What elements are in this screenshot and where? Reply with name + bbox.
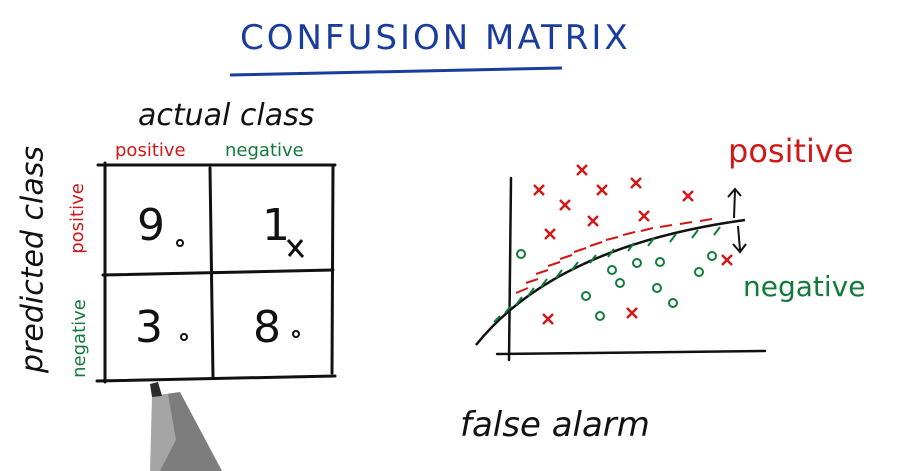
matrix-grid [95,161,337,384]
false-alarm-label: false alarm [460,405,650,445]
positive-point [544,228,556,240]
positive-point [630,177,642,189]
pen-illustration [150,382,222,471]
page-title: CONFUSION MATRIX [240,18,631,58]
cell-true-negative: 8 [253,302,281,353]
cross-mark [286,239,305,258]
positive-point [576,164,588,176]
plot-negative-label: negative [743,270,866,303]
positive-point [587,215,599,227]
cell-false-negative: 3 [135,302,163,353]
negative-point [668,298,678,308]
positive-point [596,184,608,196]
negative-point [694,267,704,277]
negative-point [655,257,665,267]
shift-arrows [727,187,747,254]
actual-class-label: actual class [138,98,315,133]
column-negative-label: negative [225,140,304,161]
negative-samples [516,249,717,321]
plot-axes [495,176,767,362]
negative-point [595,311,605,321]
cell-false-positive: 1 [262,200,290,251]
negative-point [652,283,662,293]
positive-point [721,254,733,266]
negative-point [581,291,591,301]
negative-point [516,249,526,259]
positive-samples [533,164,733,325]
positive-point [682,190,694,202]
positive-point [638,210,650,222]
positive-point [559,199,571,211]
column-positive-label: positive [115,140,186,161]
negative-hatches [493,226,721,323]
plot-positive-label: positive [728,132,854,170]
negative-point [707,251,717,261]
cell-dots [176,239,300,341]
positive-hatches [515,218,713,294]
positive-point [533,184,545,196]
negative-point [615,278,625,288]
negative-point [607,265,617,275]
cell-true-positive: 9 [137,200,165,251]
positive-point [542,313,554,325]
positive-point [626,307,638,319]
negative-point [632,258,642,268]
